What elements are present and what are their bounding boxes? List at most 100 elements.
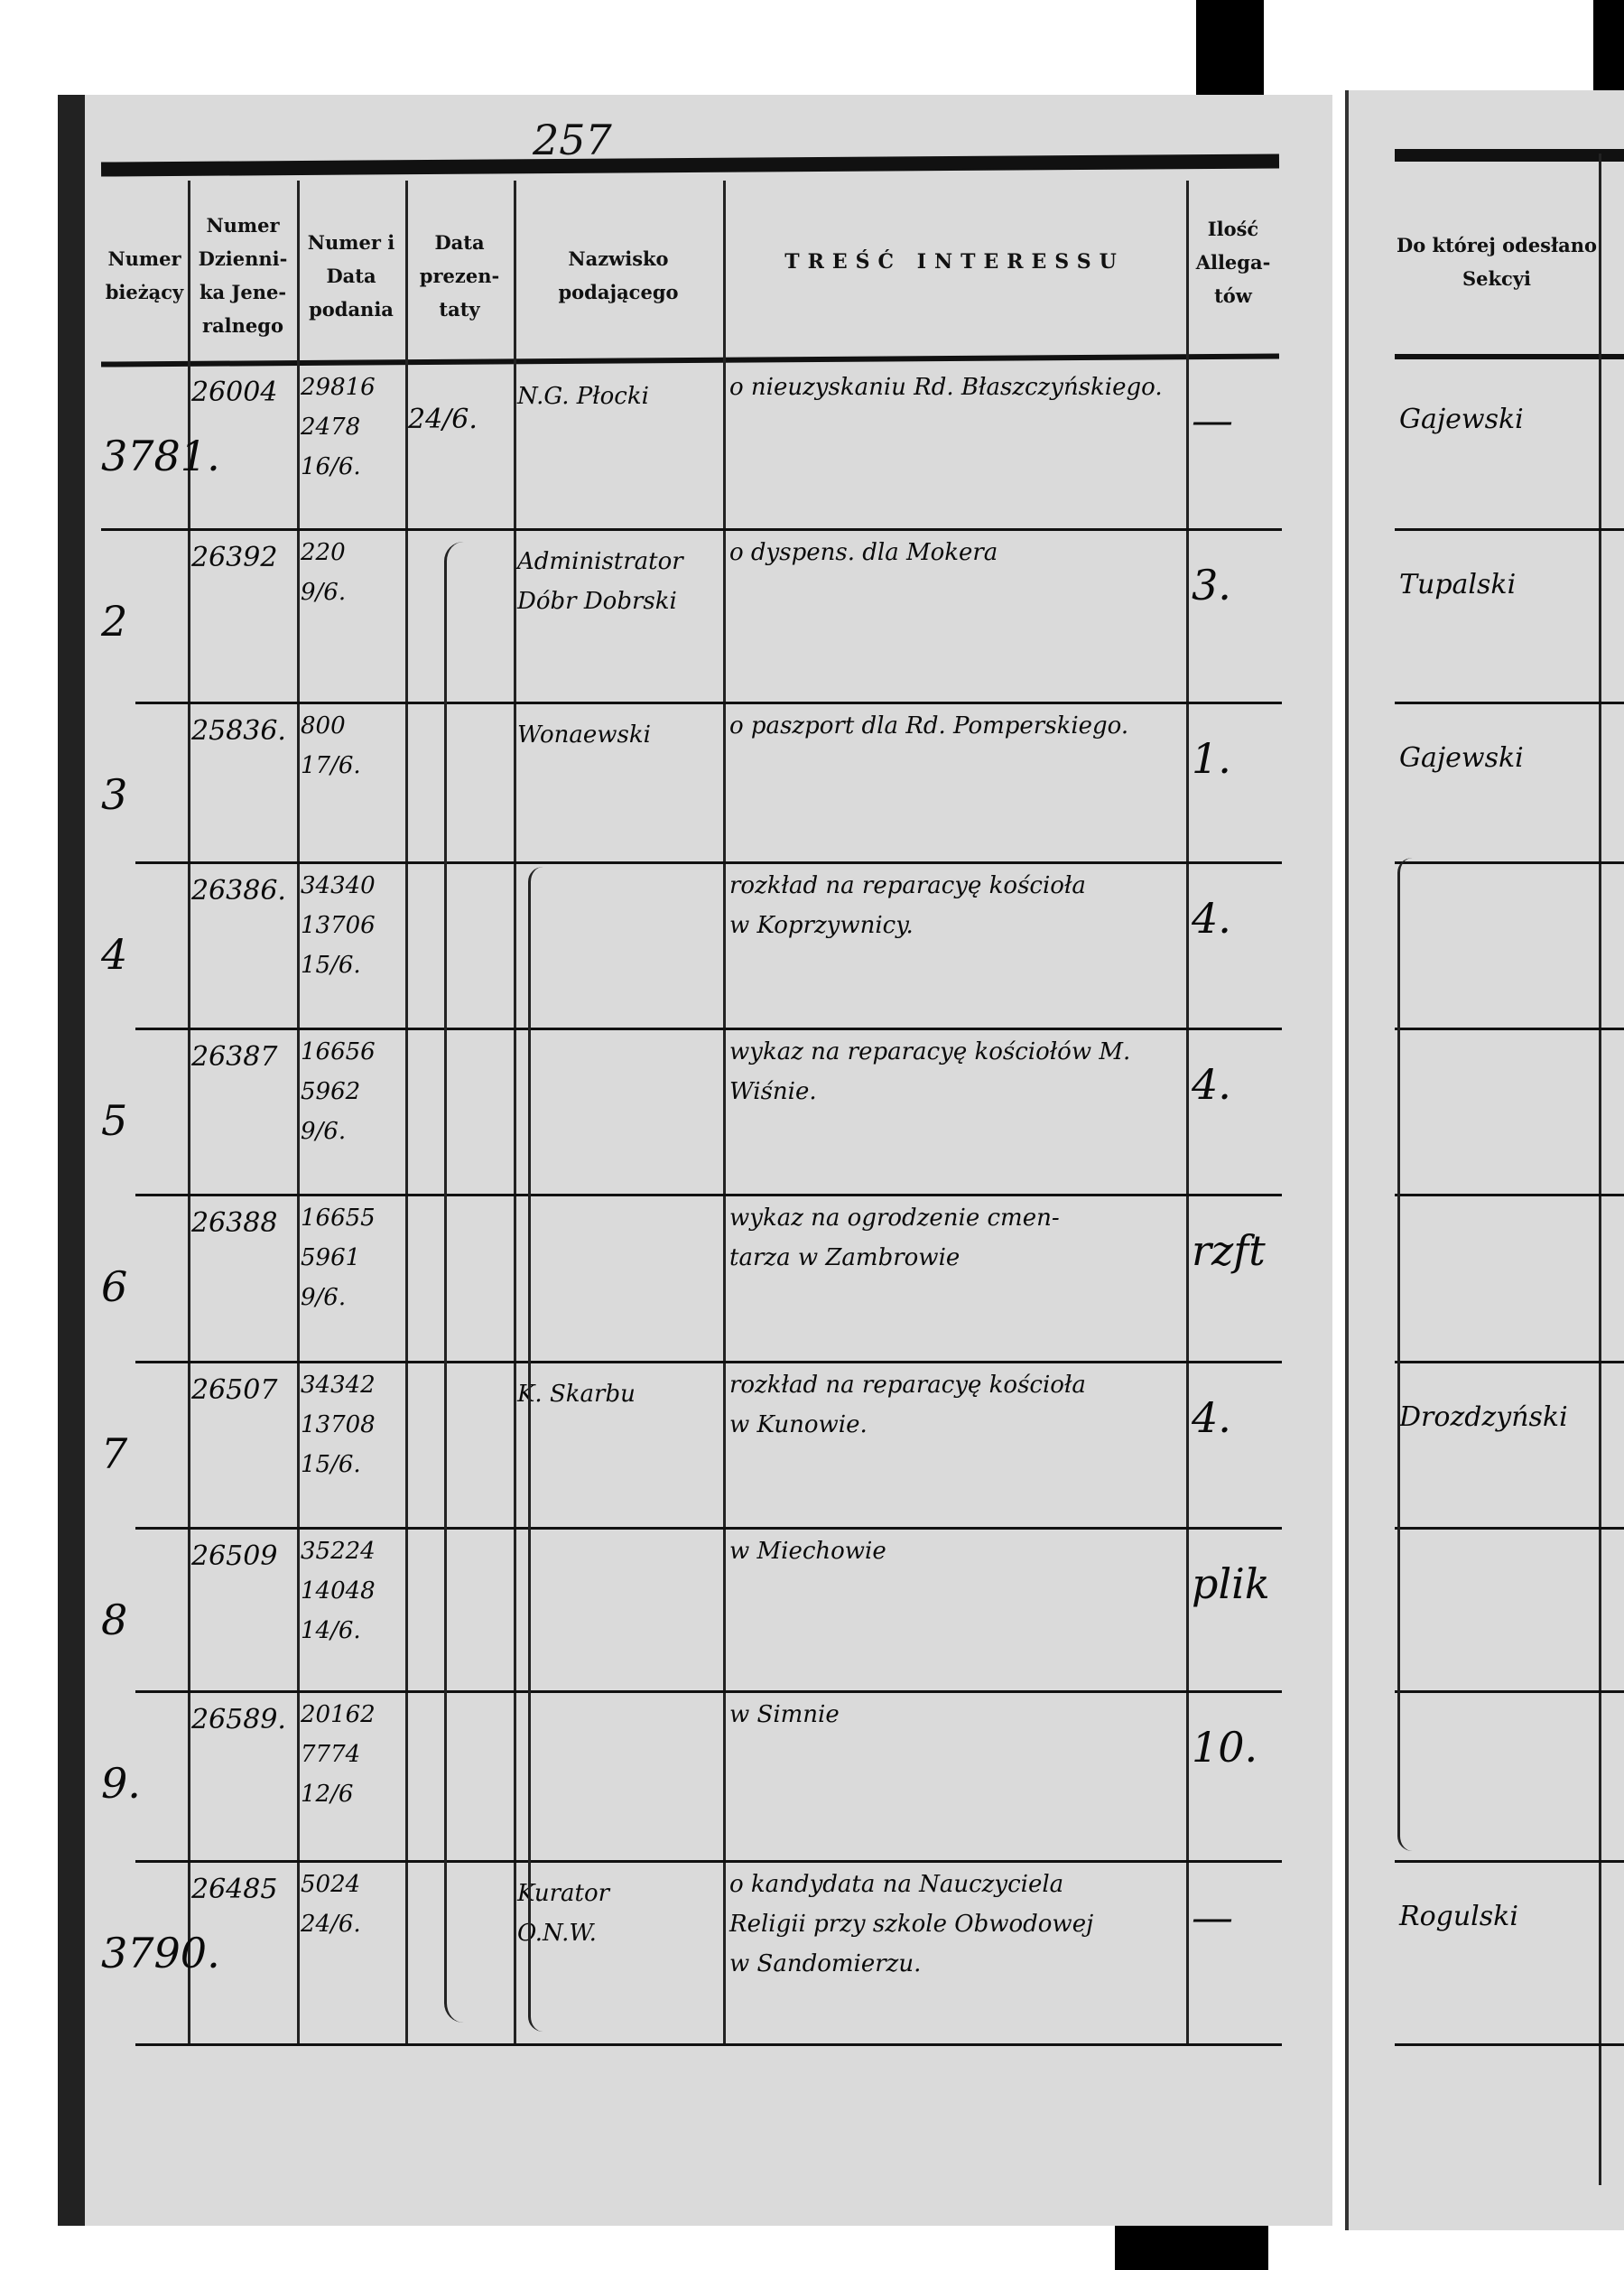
scan-border-corner <box>1593 0 1624 90</box>
scan-border-top-right <box>1196 0 1264 99</box>
column-divider <box>405 181 408 2043</box>
cell-allegations: 4. <box>1192 1393 1231 1442</box>
column-divider <box>188 181 190 2043</box>
cell-no: 6 <box>101 1262 128 1311</box>
row-divider-right <box>1395 1527 1624 1530</box>
cell-allegations: — <box>1192 1893 1233 1941</box>
row-divider-right <box>1395 528 1624 531</box>
cell-num-date: 35224 14048 14/6. <box>301 1538 376 1644</box>
row-divider-right <box>1395 2043 1624 2046</box>
cell-allegations: 10. <box>1192 1723 1258 1772</box>
cell-content: o dyspens. dla Mokera <box>729 539 998 566</box>
cell-journal: 26386. <box>191 875 286 907</box>
column-divider <box>1599 154 1601 2185</box>
cell-content: w Miechowie <box>729 1538 886 1565</box>
cell-num-date: 800 17/6. <box>301 712 361 779</box>
cell-section: Tupalski <box>1399 569 1517 600</box>
brace-sekcja <box>1397 858 1427 1851</box>
cell-content: o paszport dla Rd. Pomperskiego. <box>729 712 1129 740</box>
brace-data-prezentaty <box>444 542 483 2023</box>
cell-num-date: 20162 7774 12/6 <box>301 1701 376 1808</box>
cell-content: o kandydata na Nauczyciela Religii przy … <box>729 1871 1094 1977</box>
page-number: 257 <box>533 116 612 164</box>
cell-num-date: 5024 24/6. <box>301 1871 361 1938</box>
header-sekcja: Do której odesłano Sekcyi <box>1397 234 1597 290</box>
row-divider-right <box>1395 1028 1624 1030</box>
row-divider-right <box>1395 1194 1624 1196</box>
header-tresc-interessu: TREŚĆ INTERESSU <box>784 249 1125 274</box>
column-divider <box>297 181 300 2043</box>
row-divider <box>135 1527 1282 1530</box>
cell-no: 5 <box>101 1096 128 1145</box>
row-divider <box>135 1028 1282 1030</box>
brace-nazwisko <box>528 867 558 2032</box>
header-ilosc-allegatow: Ilość Allega-tów <box>1195 217 1271 307</box>
row-divider <box>135 1361 1282 1363</box>
cell-no: 8 <box>101 1596 128 1644</box>
cell-section: Drozdzyński <box>1399 1401 1568 1433</box>
cell-no: 3781. <box>101 432 220 480</box>
cell-journal: 26387 <box>191 1041 278 1073</box>
cell-allegations: 4. <box>1192 894 1231 943</box>
header-nazwisko: Nazwisko podającego <box>558 247 679 303</box>
header-top-bar-right <box>1395 149 1624 162</box>
cell-num-date: 220 9/6. <box>301 539 347 606</box>
right-page <box>1345 90 1624 2230</box>
cell-allegations: 4. <box>1192 1060 1231 1109</box>
cell-journal: 26509 <box>191 1540 278 1572</box>
cell-journal: 26388 <box>191 1207 278 1239</box>
row-divider <box>135 1194 1282 1196</box>
cell-num-date: 16656 5962 9/6. <box>301 1038 376 1145</box>
header-data-prezentaty: Data prezen-taty <box>419 230 500 321</box>
cell-content: w Simnie <box>729 1701 840 1728</box>
left-page <box>58 95 1332 2226</box>
cell-allegations: rzft <box>1192 1226 1266 1275</box>
row-divider <box>135 1690 1282 1693</box>
row-divider <box>101 528 1282 531</box>
cell-no: 2 <box>101 597 128 646</box>
cell-journal: 26485 <box>191 1874 278 1905</box>
row-divider <box>135 2043 1282 2046</box>
cell-journal: 26004 <box>191 377 278 408</box>
row-divider <box>135 1860 1282 1863</box>
cell-section: Gajewski <box>1399 742 1524 774</box>
cell-name: Wonaewski <box>517 721 651 749</box>
header-numer-i-data: Numer i Data podania <box>307 230 395 321</box>
header-bottom-bar-right <box>1395 354 1624 359</box>
cell-journal: 26589. <box>191 1704 286 1735</box>
cell-content: rozkład na reparacyę kościoła w Koprzywn… <box>729 872 1086 939</box>
column-divider <box>514 181 516 2043</box>
cell-num-date: 29816 2478 16/6. <box>301 374 376 480</box>
header-numer-biezacy: Numer bieżący <box>105 247 184 303</box>
cell-journal: 26392 <box>191 542 278 573</box>
header-numer-dziennika: Numer Dzienni-ka Jene-ralnego <box>198 214 288 337</box>
cell-section: Gajewski <box>1399 404 1524 435</box>
row-divider-right <box>1395 861 1624 864</box>
cell-content: wykaz na ogrodzenie cmen- tarza w Zambro… <box>729 1205 1060 1271</box>
cell-no: 7 <box>101 1429 128 1478</box>
cell-presented: 24/6. <box>408 404 478 435</box>
row-divider-right <box>1395 1361 1624 1363</box>
cell-no: 9. <box>101 1759 141 1808</box>
cell-allegations: 1. <box>1192 734 1231 783</box>
cell-journal: 26507 <box>191 1374 278 1406</box>
row-divider <box>135 861 1282 864</box>
row-divider <box>135 702 1282 704</box>
column-divider <box>723 181 726 2043</box>
row-divider-right <box>1395 1860 1624 1863</box>
cell-allegations: 3. <box>1192 561 1231 609</box>
cell-name: Administrator Dóbr Dobrski <box>517 548 683 615</box>
cell-no: 3790. <box>101 1929 220 1977</box>
cell-content: wykaz na reparacyę kościołów M. Wiśnie. <box>729 1038 1131 1105</box>
cell-section: Rogulski <box>1399 1901 1518 1932</box>
cell-content: rozkład na reparacyę kościoła w Kunowie. <box>729 1372 1086 1438</box>
column-divider <box>1186 181 1189 2043</box>
cell-content: o nieuzyskaniu Rd. Błaszczyńskiego. <box>729 374 1163 401</box>
cell-num-date: 34340 13706 15/6. <box>301 872 376 979</box>
row-divider-right <box>1395 1690 1624 1693</box>
cell-journal: 25836. <box>191 715 286 747</box>
cell-no: 4 <box>101 930 128 979</box>
cell-num-date: 16655 5961 9/6. <box>301 1205 376 1311</box>
cell-allegations: — <box>1192 395 1233 444</box>
cell-no: 3 <box>101 770 128 819</box>
